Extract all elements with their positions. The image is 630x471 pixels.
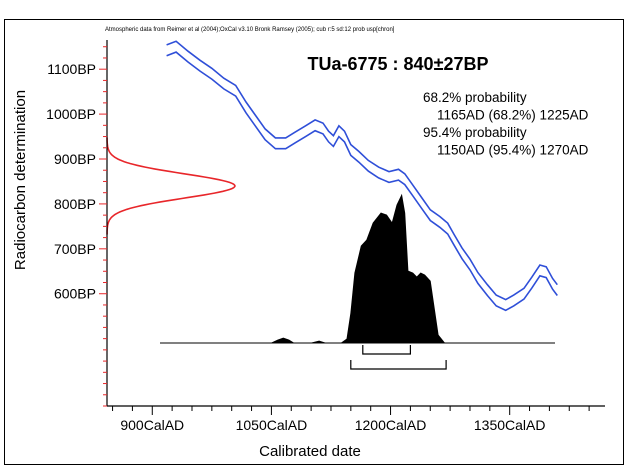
calibrated-date-distribution [160,193,555,344]
range-68-bracket [362,345,411,355]
range-brackets [350,345,447,370]
chart-frame: Atmospheric data from Reimer et al (2004… [4,19,624,465]
header-note: Atmospheric data from Reimer et al (2004… [105,27,395,33]
y-tick-label: 1100BP [47,61,96,77]
probability-line: 68.2% probability [423,90,527,105]
chart-title: TUa-6775 : 840±27BP [308,54,489,74]
range-95-bracket [350,360,447,370]
x-tick-label: 1050CalAD [236,417,308,433]
radiocarbon-calibration-chart: Atmospheric data from Reimer et al (2004… [12,27,605,460]
y-tick-label: 1000BP [46,106,96,122]
x-tick-label: 1200CalAD [355,417,427,433]
y-axis-title: Radiocarbon determination [12,90,29,270]
y-tick-label: 700BP [54,241,96,257]
calibration-curve-upper [166,40,558,301]
axes: 900CalAD 1050CalAD 1200CalAD 1350CalAD 1100B… [46,40,605,433]
x-axis-title: Calibrated date [259,443,361,460]
x-tick-label: 1350CalAD [474,417,546,433]
calibration-curve-lower [166,51,558,312]
calibration-curve [166,40,558,312]
probability-line: 1150AD (95.4%) 1270AD [437,143,589,158]
probability-line: 95.4% probability [423,125,527,140]
y-tick-label: 600BP [54,286,96,302]
y-tick-label: 800BP [54,196,96,212]
probability-summary: 68.2% probability 1165AD (68.2%) 1225AD 95… [423,90,589,158]
measurement-gaussian [106,137,236,235]
distribution-area [231,193,550,344]
y-tick-label: 900BP [54,151,96,167]
probability-line: 1165AD (68.2%) 1225AD [437,108,589,123]
radiocarbon-measurement-distribution [106,137,236,235]
x-tick-label: 900CalAD [120,417,184,433]
